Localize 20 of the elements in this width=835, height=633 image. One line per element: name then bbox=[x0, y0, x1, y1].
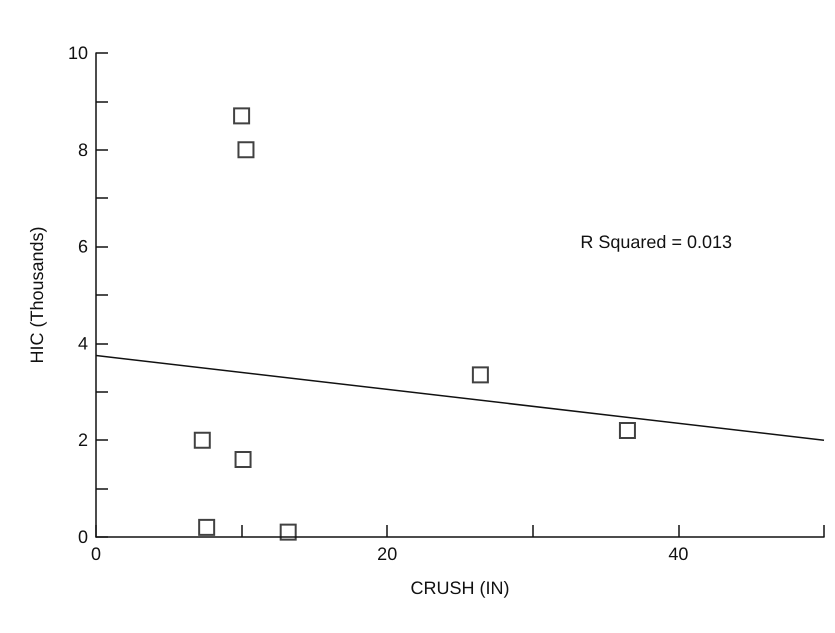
y-axis-title: HIC (Thousands) bbox=[27, 226, 47, 364]
point bbox=[233, 107, 250, 124]
annotation: R Squared = 0.013 bbox=[580, 232, 732, 252]
x-tick-label: 20 bbox=[377, 544, 398, 564]
point bbox=[198, 518, 216, 536]
point bbox=[194, 432, 211, 449]
x-tick-label: 0 bbox=[90, 544, 102, 564]
x-tick-label: 40 bbox=[668, 544, 688, 564]
y-tick-label: 0 bbox=[78, 527, 88, 547]
point bbox=[472, 366, 489, 384]
x-axis-title: CRUSH (IN) bbox=[410, 578, 510, 598]
y-tick-label: 6 bbox=[78, 236, 88, 257]
point bbox=[618, 422, 636, 440]
point bbox=[234, 451, 252, 468]
point bbox=[237, 141, 254, 158]
point bbox=[280, 524, 297, 541]
y-tick-label: 2 bbox=[78, 430, 88, 450]
y-tick-label: 10 bbox=[68, 43, 88, 63]
y-tick-label: 8 bbox=[78, 140, 88, 160]
y-tick-label: 4 bbox=[78, 333, 88, 354]
